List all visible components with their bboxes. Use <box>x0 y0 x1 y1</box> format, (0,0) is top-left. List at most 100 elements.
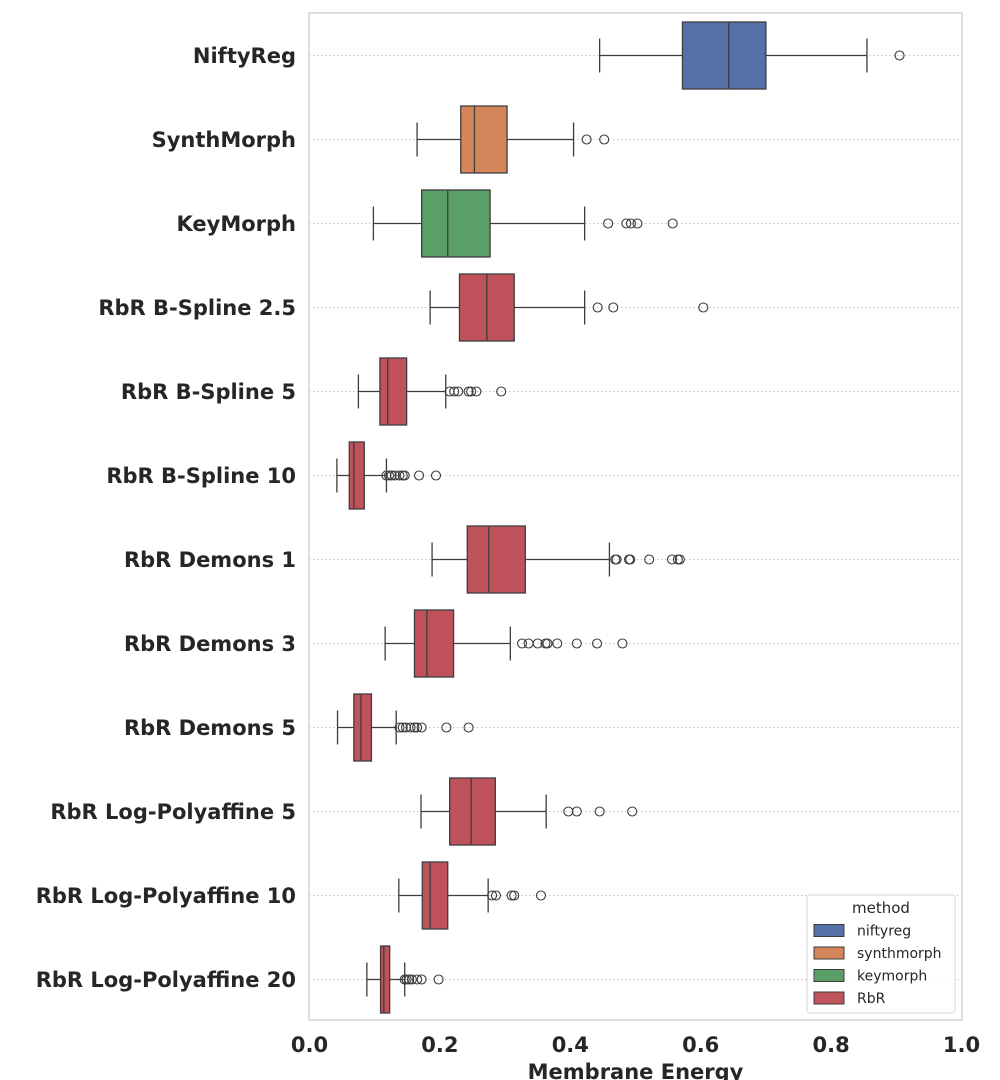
outlier-rbr-demons-3-7 <box>591 638 603 649</box>
box-rbr-demons-5 <box>353 693 373 762</box>
legend-entries: niftyreg synthmorph keymorph RbR <box>813 924 942 1007</box>
box-group-rbr-demons-5 <box>336 693 474 762</box>
outlier-rbr-b-spline-10-1 <box>383 470 395 481</box>
outlier-rbr-log-polyaffine-10-1 <box>490 890 502 901</box>
box-group-rbr-b-spline-5 <box>357 357 507 426</box>
box-group-rbr-demons-3 <box>384 609 628 678</box>
box-rbr-demons-1 <box>466 525 526 594</box>
outlier-keymorph-1 <box>621 218 632 229</box>
outlier-rbr-demons-5-8 <box>463 722 474 733</box>
outlier-keymorph-2 <box>625 218 636 229</box>
box-rbr-log-polyaffine-5 <box>449 777 496 846</box>
box-rbr-b-spline-5 <box>379 357 408 426</box>
outlier-rbr-b-spline-2-5-2 <box>698 302 709 313</box>
box-group-rbr-log-polyaffine-10 <box>398 861 547 930</box>
x-tick-label-0-0: 0.0 <box>291 1033 328 1057</box>
x-tick-label-0-4: 0.4 <box>552 1033 589 1057</box>
outlier-rbr-b-spline-10-2 <box>386 470 397 481</box>
outlier-rbr-b-spline-5-2 <box>453 386 464 397</box>
outlier-rbr-log-polyaffine-20-1 <box>401 974 412 985</box>
outlier-rbr-log-polyaffine-10-2 <box>506 890 517 901</box>
outlier-rbr-demons-3-6 <box>571 638 582 649</box>
outlier-rbr-demons-5-7 <box>441 722 452 733</box>
x-axis-title: Membrane Energy <box>528 1060 744 1080</box>
outlier-rbr-b-spline-2-5-0 <box>592 302 603 313</box>
outlier-rbr-log-polyaffine-20-5 <box>416 974 427 985</box>
legend: method niftyreg synthmorph keymorph RbR <box>806 894 956 1014</box>
box-group-keymorph <box>372 189 678 258</box>
category-label-rbr-b-spline-5: RbR B-Spline 5 <box>121 380 296 404</box>
outlier-rbr-b-spline-10-8 <box>430 470 442 481</box>
outlier-rbr-b-spline-5-6 <box>496 386 507 397</box>
x-tick-label-0-6: 0.6 <box>682 1033 719 1057</box>
outlier-synthmorph-1 <box>599 134 610 145</box>
outlier-rbr-demons-5-5 <box>412 722 423 733</box>
outlier-rbr-demons-5-4 <box>409 722 420 733</box>
legend-label-keymorph: keymorph <box>857 969 927 985</box>
outlier-rbr-b-spline-5-3 <box>463 386 474 397</box>
legend-title: method <box>852 899 910 917</box>
category-label-rbr-demons-5: RbR Demons 5 <box>124 716 296 740</box>
legend-swatch-niftyreg <box>813 924 845 937</box>
outlier-rbr-demons-1-5 <box>666 554 678 565</box>
box-group-synthmorph <box>416 105 610 174</box>
x-tick-label-0-8: 0.8 <box>812 1033 849 1057</box>
box-group-rbr-b-spline-2-5 <box>429 273 709 342</box>
category-label-rbr-b-spline-2-5: RbR B-Spline 2.5 <box>98 296 296 320</box>
outlier-rbr-demons-3-2 <box>532 638 543 649</box>
outlier-rbr-log-polyaffine-20-2 <box>404 974 415 985</box>
category-label-rbr-log-polyaffine-20: RbR Log-Polyaffine 20 <box>36 968 296 992</box>
outlier-rbr-b-spline-10-4 <box>394 470 405 481</box>
box-niftyreg <box>681 21 767 90</box>
outlier-rbr-demons-3-4 <box>542 638 553 649</box>
legend-swatch-keymorph <box>813 969 845 982</box>
legend-swatch-rbr <box>813 991 845 1005</box>
box-series <box>336 21 905 1014</box>
x-axis-ticks: 0.0 0.2 0.4 0.6 0.8 1.0 <box>291 1033 980 1057</box>
outlier-rbr-demons-3-0 <box>517 638 528 649</box>
category-labels: NiftyReg SynthMorph KeyMorph RbR B-Spline 2… <box>36 44 296 992</box>
category-label-rbr-demons-1: RbR Demons 1 <box>124 548 296 572</box>
outlier-niftyreg-0 <box>894 50 905 61</box>
outlier-rbr-b-spline-10-7 <box>413 470 425 481</box>
box-group-rbr-log-polyaffine-5 <box>420 777 638 846</box>
outlier-keymorph-4 <box>667 218 678 229</box>
outlier-rbr-b-spline-5-5 <box>471 386 482 397</box>
outlier-rbr-b-spline-10-3 <box>389 470 400 481</box>
x-tick-label-0-2: 0.2 <box>421 1033 458 1057</box>
outlier-rbr-demons-1-7 <box>674 554 685 565</box>
box-synthmorph <box>460 105 508 174</box>
category-label-keymorph: KeyMorph <box>177 212 297 236</box>
box-group-rbr-log-polyaffine-20 <box>366 945 444 1014</box>
box-rbr-log-polyaffine-20 <box>379 945 391 1014</box>
outlier-rbr-demons-1-4 <box>644 554 655 565</box>
outlier-keymorph-0 <box>603 218 614 229</box>
category-label-rbr-log-polyaffine-10: RbR Log-Polyaffine 10 <box>36 884 296 908</box>
category-label-niftyreg: NiftyReg <box>193 44 296 68</box>
box-group-niftyreg <box>598 21 905 90</box>
outlier-rbr-demons-5-0 <box>394 722 405 733</box>
box-rbr-demons-3 <box>413 609 455 678</box>
outlier-rbr-demons-5-3 <box>405 722 416 733</box>
box-rbr-b-spline-10 <box>348 441 365 510</box>
box-group-rbr-b-spline-10 <box>336 441 442 510</box>
outlier-rbr-log-polyaffine-10-3 <box>509 890 520 901</box>
plot-frame <box>308 12 963 1021</box>
outlier-rbr-demons-3-8 <box>617 638 628 649</box>
legend-label-synthmorph: synthmorph <box>857 946 942 962</box>
category-label-rbr-demons-3: RbR Demons 3 <box>124 632 296 656</box>
outlier-synthmorph-0 <box>581 134 592 145</box>
outlier-rbr-demons-3-5 <box>552 638 563 649</box>
x-tick-label-1-0: 1.0 <box>943 1033 980 1057</box>
outlier-rbr-b-spline-10-6 <box>399 470 410 481</box>
outlier-rbr-demons-1-1 <box>611 554 622 565</box>
legend-label-rbr: RbR <box>857 991 886 1007</box>
outlier-rbr-demons-5-6 <box>416 722 427 733</box>
box-rbr-log-polyaffine-10 <box>421 861 449 930</box>
outlier-rbr-log-polyaffine-5-2 <box>594 806 605 817</box>
category-label-rbr-log-polyaffine-5: RbR Log-Polyaffine 5 <box>50 800 296 824</box>
outlier-keymorph-3 <box>632 218 643 229</box>
legend-label-niftyreg: niftyreg <box>857 924 911 940</box>
category-label-rbr-b-spline-10: RbR B-Spline 10 <box>106 464 296 488</box>
outlier-rbr-log-polyaffine-20-6 <box>433 974 444 985</box>
